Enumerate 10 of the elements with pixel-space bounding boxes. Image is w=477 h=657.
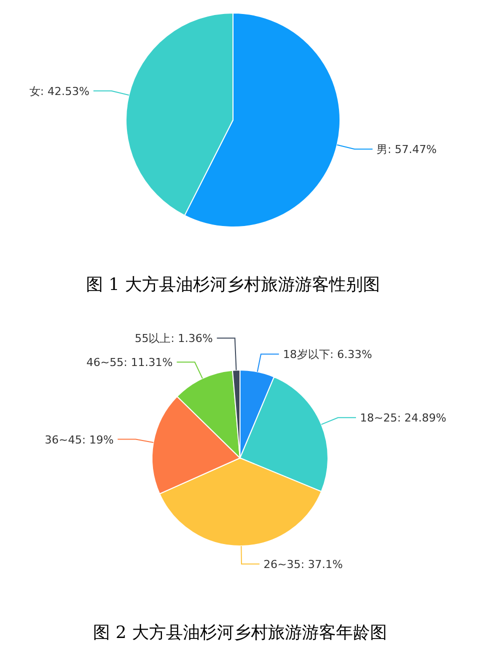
text: 图 2 大方县油杉河乡村旅游游客年龄图 xyxy=(93,623,387,643)
slice-label: 55以上: 1.36% xyxy=(134,332,213,346)
slice-label: 36~45: 19% xyxy=(44,433,114,446)
slice-label: 女: 42.53% xyxy=(29,84,90,98)
slice-label: 26~35: 37.1% xyxy=(264,558,343,571)
slice-label: 18~25: 24.89% xyxy=(360,412,446,425)
slice-label: 18岁以下: 6.33% xyxy=(282,348,372,362)
slice-label: 男: 57.47% xyxy=(376,143,437,156)
text: 图 1 大方县油杉河乡村旅游游客性别图 xyxy=(86,275,380,295)
slice-label: 46~55: 11.31% xyxy=(86,356,173,370)
